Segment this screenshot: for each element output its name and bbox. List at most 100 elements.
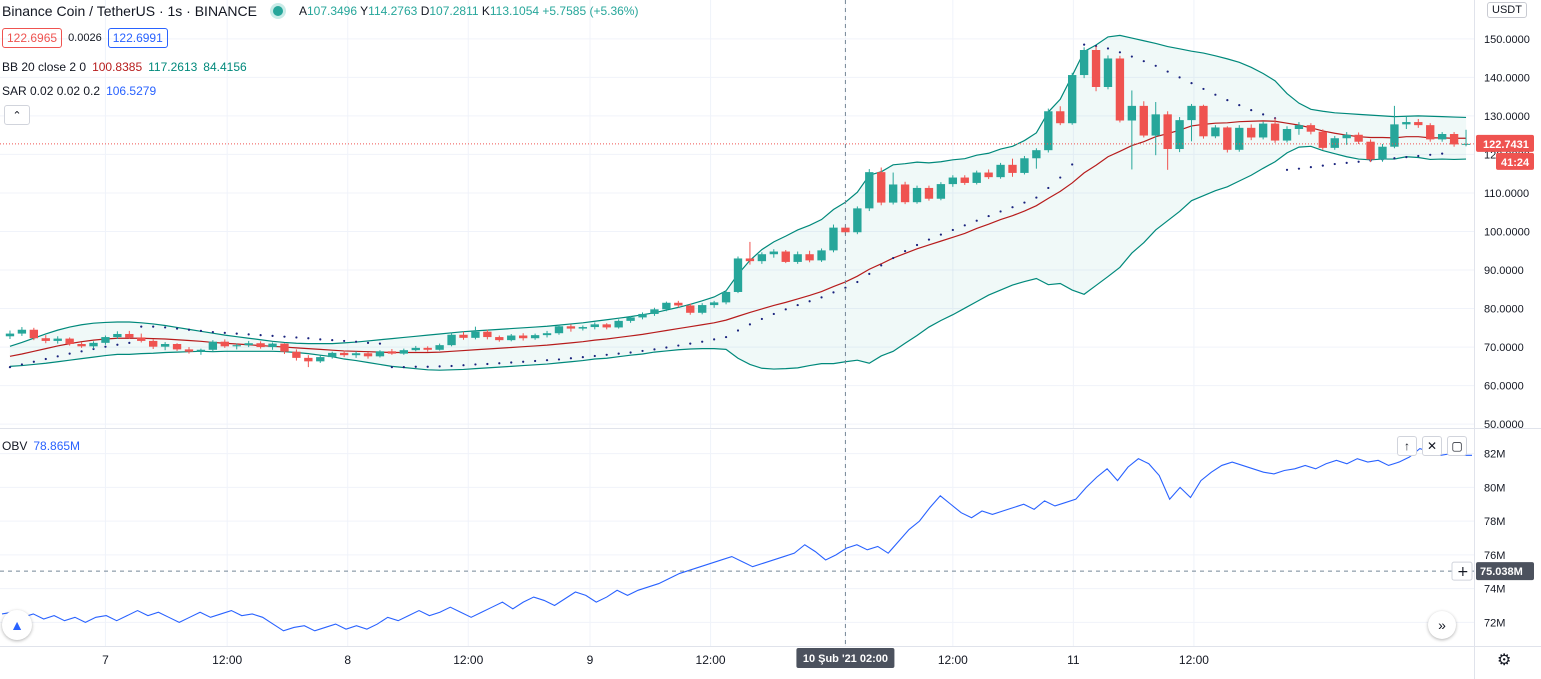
candle[interactable] bbox=[1163, 111, 1172, 170]
candle[interactable] bbox=[769, 249, 778, 258]
candle[interactable] bbox=[316, 355, 325, 363]
candle[interactable] bbox=[351, 351, 361, 358]
candle[interactable] bbox=[745, 241, 755, 265]
sar-legend[interactable]: SAR 0.02 0.02 0.2 106.5279 bbox=[2, 84, 157, 98]
candle[interactable] bbox=[1294, 122, 1304, 135]
candle[interactable] bbox=[459, 331, 468, 340]
candle[interactable] bbox=[626, 315, 635, 323]
pane-close-button[interactable]: ✕ bbox=[1422, 436, 1442, 456]
candle[interactable] bbox=[232, 343, 241, 350]
candle[interactable] bbox=[972, 170, 981, 185]
tradingview-logo-icon[interactable]: ▲ bbox=[2, 610, 32, 640]
candle[interactable] bbox=[1079, 47, 1089, 79]
candle[interactable] bbox=[447, 332, 456, 347]
candle[interactable] bbox=[912, 185, 922, 204]
candle[interactable] bbox=[435, 343, 444, 351]
candle[interactable] bbox=[53, 336, 62, 344]
candle[interactable] bbox=[423, 346, 432, 352]
candle[interactable] bbox=[137, 333, 146, 343]
candle[interactable] bbox=[530, 333, 540, 340]
candle[interactable] bbox=[1270, 117, 1280, 143]
candle[interactable] bbox=[113, 331, 122, 339]
price-axis[interactable]: 50.0000 60.0000 70.0000 80.0000 90.0000 100.0… bbox=[1484, 34, 1530, 630]
candle[interactable] bbox=[149, 339, 158, 350]
candle[interactable] bbox=[363, 352, 373, 359]
candle[interactable] bbox=[172, 343, 182, 351]
candle[interactable] bbox=[1187, 103, 1196, 142]
candle[interactable] bbox=[1032, 148, 1041, 169]
currency-label[interactable]: USDT bbox=[1487, 2, 1527, 18]
candle[interactable] bbox=[1139, 101, 1148, 138]
candle[interactable] bbox=[996, 162, 1005, 179]
candle[interactable] bbox=[184, 347, 194, 354]
pane-maximize-button[interactable]: ▢ bbox=[1447, 436, 1467, 456]
candle[interactable] bbox=[829, 224, 838, 253]
candle[interactable] bbox=[614, 319, 623, 329]
candle[interactable] bbox=[1199, 104, 1208, 139]
candle[interactable] bbox=[29, 327, 39, 341]
candle[interactable] bbox=[721, 290, 731, 305]
time-axis[interactable]: 7 12:00 8 12:00 9 12:00 12:00 11 12:00 bbox=[102, 653, 1209, 667]
candle[interactable] bbox=[256, 341, 265, 349]
candle[interactable] bbox=[674, 300, 683, 308]
candle[interactable] bbox=[1390, 105, 1399, 149]
candle[interactable] bbox=[1461, 129, 1471, 147]
candle[interactable] bbox=[1008, 158, 1017, 177]
candle[interactable] bbox=[375, 350, 385, 358]
candle[interactable] bbox=[662, 301, 671, 312]
candle[interactable] bbox=[387, 349, 397, 355]
candle[interactable] bbox=[1115, 55, 1125, 123]
candle[interactable] bbox=[471, 326, 480, 340]
candle[interactable] bbox=[698, 303, 707, 315]
candle[interactable] bbox=[877, 167, 886, 206]
candle[interactable] bbox=[960, 175, 969, 185]
candle[interactable] bbox=[817, 248, 826, 262]
candle[interactable] bbox=[1175, 117, 1184, 153]
candle[interactable] bbox=[1402, 116, 1411, 129]
candle[interactable] bbox=[686, 303, 695, 315]
symbol-title[interactable]: Binance Coin / TetherUS · 1s · BINANCE bbox=[2, 3, 257, 19]
candle[interactable] bbox=[483, 329, 492, 340]
candle[interactable] bbox=[65, 337, 74, 346]
candle[interactable] bbox=[1354, 132, 1363, 145]
market-status-icon[interactable] bbox=[272, 6, 283, 16]
gear-icon[interactable]: ⚙ bbox=[1497, 652, 1512, 669]
candle[interactable] bbox=[1318, 129, 1327, 150]
candle[interactable] bbox=[1103, 55, 1113, 90]
candle[interactable] bbox=[924, 185, 934, 201]
candle[interactable] bbox=[1091, 46, 1101, 92]
candle[interactable] bbox=[244, 340, 253, 348]
collapse-legend-button[interactable]: ⌃ bbox=[4, 105, 30, 125]
scroll-to-realtime-button[interactable]: » bbox=[1428, 611, 1456, 639]
candle[interactable] bbox=[638, 312, 647, 320]
candle[interactable] bbox=[888, 172, 898, 205]
candle[interactable] bbox=[77, 342, 86, 348]
candle[interactable] bbox=[5, 330, 15, 339]
buy-price-button[interactable]: 122.6991 bbox=[107, 28, 168, 48]
candle[interactable] bbox=[1258, 121, 1268, 140]
candle[interactable] bbox=[17, 327, 27, 336]
candle[interactable] bbox=[1044, 108, 1053, 153]
candle[interactable] bbox=[984, 169, 993, 180]
candle[interactable] bbox=[1235, 125, 1244, 152]
sell-price-button[interactable]: 122.6965 bbox=[2, 28, 63, 48]
candle[interactable] bbox=[865, 169, 874, 212]
candle[interactable] bbox=[578, 325, 588, 331]
candle[interactable] bbox=[304, 355, 313, 368]
candle[interactable] bbox=[709, 300, 719, 308]
candle[interactable] bbox=[196, 348, 206, 355]
candle[interactable] bbox=[1151, 102, 1160, 156]
candle[interactable] bbox=[757, 252, 767, 264]
candle[interactable] bbox=[1223, 126, 1232, 153]
candle[interactable] bbox=[650, 307, 659, 316]
candle[interactable] bbox=[1068, 72, 1077, 125]
candle[interactable] bbox=[507, 333, 516, 342]
bb-legend[interactable]: BB 20 close 2 0 100.8385 117.2613 84.415… bbox=[2, 60, 247, 74]
candle[interactable] bbox=[208, 340, 218, 351]
candle[interactable] bbox=[1437, 132, 1447, 142]
plus-icon[interactable] bbox=[1451, 561, 1473, 581]
candle[interactable] bbox=[781, 249, 790, 264]
candle[interactable] bbox=[518, 333, 528, 341]
candle[interactable] bbox=[495, 335, 504, 342]
